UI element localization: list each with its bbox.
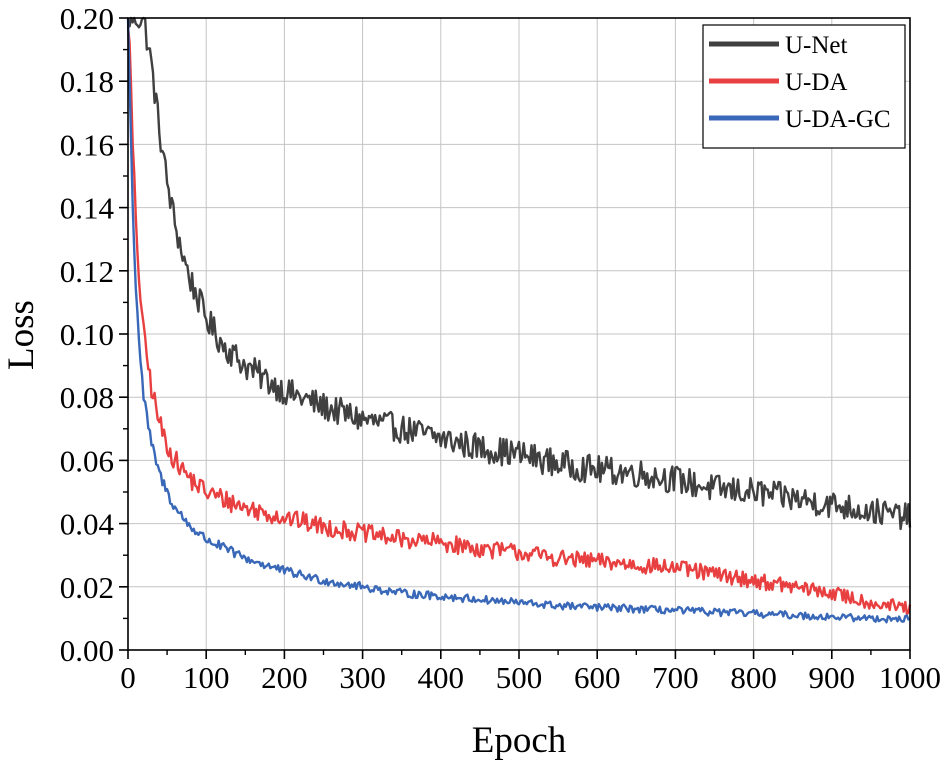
tick-labels: 0 100 200 300 400 500 600 700 800 900 1000 0.00 0.02… bbox=[60, 1, 941, 695]
x-tick-label: 300 bbox=[339, 660, 386, 695]
x-axis-title: Epoch bbox=[472, 720, 567, 761]
x-tick-label: 0 bbox=[120, 660, 136, 695]
y-tick-label: 0.00 bbox=[60, 633, 114, 668]
y-tick-label: 0.18 bbox=[60, 64, 114, 99]
legend-label-u-net: U-Net bbox=[785, 32, 848, 59]
series-line-u-da-gc bbox=[126, 18, 911, 624]
y-tick-label: 0.08 bbox=[60, 380, 114, 415]
legend-label-u-da: U-DA bbox=[785, 69, 848, 96]
legend-label-u-da-gc: U-DA-GC bbox=[785, 106, 891, 133]
y-tick-label: 0.20 bbox=[60, 1, 114, 36]
x-tick-label: 600 bbox=[574, 660, 621, 695]
x-tick-label: 200 bbox=[261, 660, 308, 695]
y-tick-label: 0.12 bbox=[60, 254, 114, 289]
x-tick-label: 100 bbox=[183, 660, 230, 695]
x-tick-label: 900 bbox=[809, 660, 856, 695]
x-tick-label: 1000 bbox=[879, 660, 941, 695]
x-tick-label: 500 bbox=[496, 660, 543, 695]
series-line-u-da bbox=[126, 26, 912, 616]
y-tick-label: 0.16 bbox=[60, 127, 114, 162]
y-tick-label: 0.14 bbox=[60, 191, 115, 226]
series-line-u-net bbox=[126, 16, 912, 531]
y-axis-title: Loss bbox=[1, 300, 42, 370]
series-group bbox=[126, 16, 912, 624]
y-tick-label: 0.10 bbox=[60, 317, 114, 352]
grid bbox=[128, 17, 911, 650]
axes bbox=[119, 17, 911, 659]
x-tick-label: 400 bbox=[418, 660, 465, 695]
y-tick-label: 0.02 bbox=[60, 570, 114, 605]
legend: U-Net U-DA U-DA-GC bbox=[702, 24, 906, 149]
x-tick-label: 800 bbox=[730, 660, 777, 695]
x-tick-label: 700 bbox=[652, 660, 699, 695]
y-tick-label: 0.04 bbox=[60, 507, 115, 542]
y-tick-label: 0.06 bbox=[60, 443, 114, 478]
